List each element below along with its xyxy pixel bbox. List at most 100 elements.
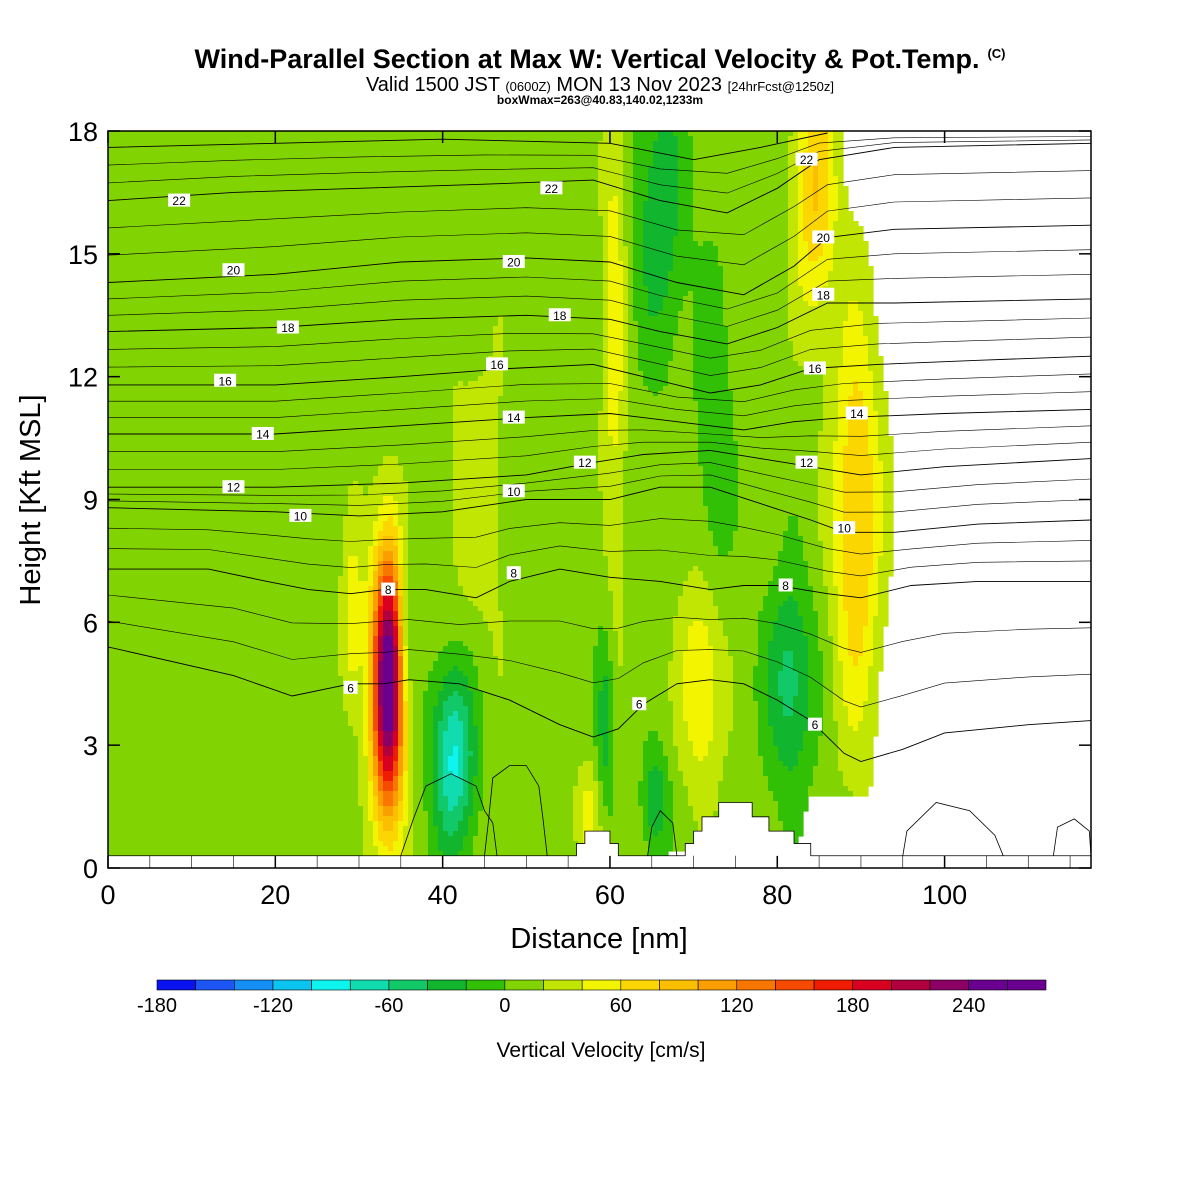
- w-cell: [498, 561, 609, 567]
- w-cell: [833, 666, 844, 672]
- w-cell: [408, 616, 484, 622]
- w-cell: [378, 771, 384, 777]
- w-cell: [663, 791, 674, 797]
- w-cell: [673, 741, 694, 747]
- w-cell: [623, 536, 714, 542]
- w-cell: [433, 716, 444, 722]
- w-cell: [818, 436, 839, 442]
- w-cell: [633, 131, 659, 137]
- w-cell: [398, 721, 404, 727]
- terrain-shape: [108, 802, 1091, 868]
- w-cell: [483, 746, 599, 752]
- w-cell: [848, 716, 864, 722]
- w-cell: [713, 701, 734, 707]
- w-cell: [463, 586, 499, 592]
- w-cell: [408, 646, 444, 652]
- w-cell: [843, 676, 869, 682]
- w-cell: [383, 746, 394, 752]
- w-cell: [498, 446, 599, 452]
- w-cell: [808, 666, 824, 672]
- w-cell: [618, 216, 624, 222]
- w-cell: [633, 231, 644, 237]
- w-cell: [473, 691, 484, 697]
- w-cell: [493, 636, 504, 642]
- w-cell: [413, 786, 424, 792]
- theta-label-bg: [502, 484, 525, 498]
- w-cell: [693, 326, 729, 332]
- w-cell: [108, 566, 344, 572]
- w-cell: [503, 631, 599, 637]
- w-cell: [653, 161, 679, 167]
- w-cell: [423, 751, 434, 757]
- w-cell: [593, 741, 604, 747]
- w-cell: [498, 541, 604, 547]
- w-cell: [433, 746, 439, 752]
- w-cell: [453, 521, 499, 527]
- w-cell: [393, 521, 399, 527]
- theta-label-bg: [276, 320, 299, 334]
- w-cell: [368, 621, 374, 627]
- w-cell: [378, 516, 389, 522]
- w-cell: [373, 806, 379, 812]
- w-cell: [628, 291, 634, 297]
- w-cell: [818, 641, 834, 647]
- colorbar-swatch: [929, 979, 969, 991]
- w-cell: [723, 621, 759, 627]
- w-cell: [458, 801, 469, 807]
- w-cell: [673, 811, 694, 817]
- w-cell: [593, 686, 604, 692]
- w-cell: [433, 821, 444, 827]
- w-cell: [343, 556, 349, 562]
- colorbar-tick-label: -120: [253, 995, 293, 1017]
- w-cell: [398, 506, 409, 512]
- w-cell: [693, 181, 789, 187]
- w-cell: [623, 656, 674, 662]
- w-cell: [458, 691, 474, 697]
- w-cell: [598, 476, 624, 482]
- w-cell: [413, 766, 424, 772]
- w-cell: [498, 466, 599, 472]
- w-cell: [393, 496, 409, 502]
- w-cell: [593, 806, 599, 812]
- w-cell: [408, 496, 454, 502]
- w-cell: [723, 761, 764, 767]
- w-cell: [603, 756, 609, 762]
- w-cell: [603, 491, 624, 497]
- w-cell: [638, 346, 674, 352]
- w-cell: [843, 451, 869, 457]
- w-cell: [793, 341, 844, 347]
- w-cell: [803, 741, 819, 747]
- w-cell: [383, 661, 394, 667]
- w-cell: [798, 606, 814, 612]
- w-cell: [603, 751, 609, 757]
- w-cell: [468, 706, 474, 712]
- w-cell: [693, 356, 729, 362]
- w-cell: [648, 166, 679, 172]
- w-cell: [108, 496, 349, 502]
- w-cell: [798, 276, 829, 282]
- w-cell: [413, 851, 429, 857]
- w-cell: [463, 696, 474, 702]
- w-cell: [408, 491, 454, 497]
- w-cell: [503, 656, 594, 662]
- w-cell: [398, 761, 404, 767]
- w-cell: [373, 821, 379, 827]
- w-cell: [823, 556, 834, 562]
- w-cell: [368, 646, 374, 652]
- w-cell: [833, 466, 844, 472]
- w-cell: [818, 161, 829, 167]
- w-cell: [443, 771, 454, 777]
- w-cell: [108, 831, 364, 837]
- w-cell: [593, 711, 599, 717]
- w-cell: [503, 341, 604, 347]
- w-cell: [598, 631, 609, 637]
- w-cell: [403, 556, 409, 562]
- w-cell: [828, 611, 839, 617]
- w-cell: [788, 196, 799, 202]
- w-cell: [608, 806, 614, 812]
- w-cell: [408, 781, 414, 787]
- w-cell: [633, 286, 649, 292]
- w-cell: [618, 636, 624, 642]
- w-cell: [363, 731, 369, 737]
- w-cell: [453, 391, 504, 397]
